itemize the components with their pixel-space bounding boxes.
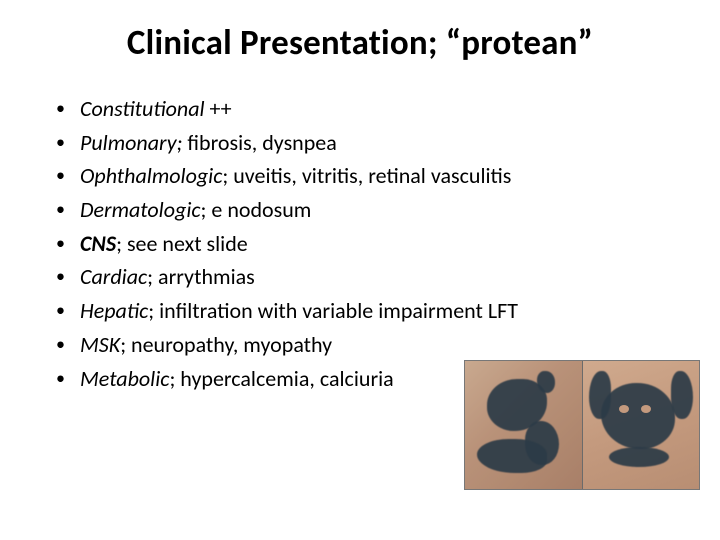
bullet-marker: •: [56, 262, 80, 288]
bullet-rest: fibrosis, dysnpea: [182, 129, 336, 156]
slide-title: Clinical Presentation; “protean”: [48, 22, 672, 64]
bullet-marker: •: [56, 195, 80, 221]
bullet-rest: ++: [205, 95, 232, 122]
bullet-text: Ophthalmologic; uveitis, vitritis, retin…: [80, 161, 672, 191]
bullet-item: •Cardiac; arrythmias: [56, 262, 672, 292]
clinical-photo-left: [465, 361, 583, 489]
bullet-marker: •: [56, 161, 80, 187]
bullet-text: Dermatologic; e nodosum: [80, 195, 672, 225]
bullet-text: Constitutional ++: [80, 94, 672, 124]
bullet-text: Hepatic; infiltration with variable impa…: [80, 296, 672, 326]
bullet-item: •Ophthalmologic; uveitis, vitritis, reti…: [56, 161, 672, 191]
bullet-rest: ; infiltration with variable impairment …: [148, 297, 518, 324]
bullet-item: •Dermatologic; e nodosum: [56, 195, 672, 225]
bullet-marker: •: [56, 364, 80, 390]
bullet-item: •MSK; neuropathy, myopathy: [56, 330, 672, 360]
bullet-marker: •: [56, 94, 80, 120]
bullet-lead: Cardiac: [80, 263, 147, 290]
bullet-marker: •: [56, 330, 80, 356]
bullet-rest: ; hypercalcemia, calciuria: [169, 365, 393, 392]
bullet-marker: •: [56, 296, 80, 322]
bullet-rest: ; see next slide: [116, 230, 248, 257]
bullet-lead: Ophthalmologic: [80, 162, 222, 189]
bullet-item: •CNS; see next slide: [56, 229, 672, 259]
bullet-lead: Dermatologic: [80, 196, 201, 223]
bullet-item: •Hepatic; infiltration with variable imp…: [56, 296, 672, 326]
bullet-marker: •: [56, 229, 80, 255]
bullet-lead: MSK: [80, 331, 120, 358]
clinical-photo: [464, 360, 700, 490]
bullet-lead: CNS: [80, 230, 116, 257]
bullet-rest: ; uveitis, vitritis, retinal vasculitis: [222, 162, 511, 189]
bullet-rest: ; neuropathy, myopathy: [120, 331, 332, 358]
bullet-lead: Hepatic: [80, 297, 148, 324]
bullet-text: Cardiac; arrythmias: [80, 262, 672, 292]
bullet-text: Pulmonary; fibrosis, dysnpea: [80, 128, 672, 158]
bullet-text: MSK; neuropathy, myopathy: [80, 330, 672, 360]
bullet-item: •Constitutional ++: [56, 94, 672, 124]
bullet-text: CNS; see next slide: [80, 229, 672, 259]
bullet-rest: ; e nodosum: [201, 196, 312, 223]
bullet-lead: Constitutional: [80, 95, 205, 122]
bullet-lead: Pulmonary;: [80, 129, 182, 156]
bullet-rest: ; arrythmias: [147, 263, 255, 290]
bullet-item: •Pulmonary; fibrosis, dysnpea: [56, 128, 672, 158]
bullet-lead: Metabolic: [80, 365, 169, 392]
bullet-marker: •: [56, 128, 80, 154]
clinical-photo-right: [583, 361, 700, 489]
bullet-list: •Constitutional ++•Pulmonary; fibrosis, …: [48, 94, 672, 393]
slide: Clinical Presentation; “protean” •Consti…: [0, 0, 720, 540]
